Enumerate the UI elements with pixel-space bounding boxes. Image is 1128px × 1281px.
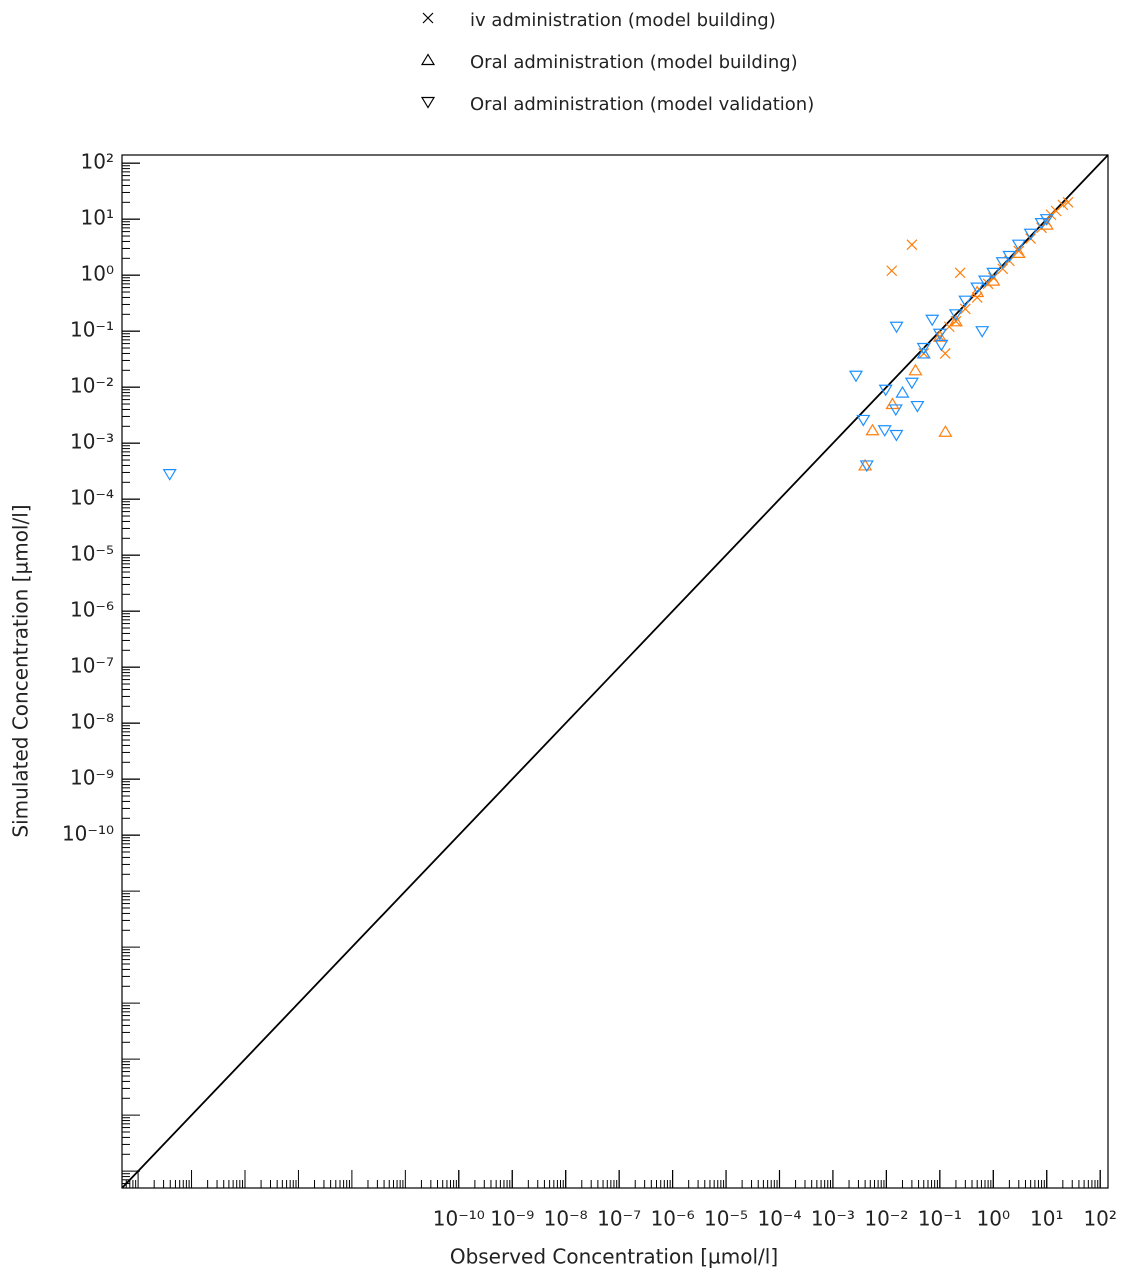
legend-label: Oral administration (model building) — [470, 52, 798, 73]
point — [162, 469, 177, 481]
legend-marker — [422, 12, 434, 24]
x-tick-label: 10⁻³ — [811, 1207, 855, 1231]
point — [925, 314, 940, 327]
point — [950, 315, 962, 327]
point — [948, 309, 963, 321]
point — [934, 339, 949, 352]
point — [865, 423, 880, 436]
y-tick-label: 10⁻⁵ — [70, 542, 114, 566]
point — [1039, 214, 1054, 226]
y-tick-label: 10² — [81, 150, 114, 174]
point — [848, 370, 864, 383]
x-tick-label: 10⁻⁵ — [704, 1207, 748, 1231]
point — [1057, 199, 1069, 211]
point — [970, 285, 985, 298]
point — [1011, 246, 1026, 258]
point — [895, 385, 910, 398]
point — [856, 414, 871, 427]
point — [904, 377, 919, 390]
legend-marker — [420, 53, 436, 66]
y-axis-label: Simulated Concentration [µmol/l] — [9, 504, 33, 837]
point — [1034, 218, 1049, 230]
point — [859, 460, 874, 473]
y-tick-label: 10⁻¹⁰ — [62, 822, 114, 846]
point — [910, 400, 925, 413]
identity-line — [121, 154, 1109, 1189]
point — [971, 292, 983, 303]
x-tick-label: 10⁰ — [977, 1207, 1010, 1231]
point — [877, 425, 892, 437]
point — [916, 342, 931, 355]
x-tick-label: 10⁻¹⁰ — [433, 1207, 485, 1231]
point — [958, 295, 973, 308]
point — [995, 257, 1010, 269]
y-tick-label: 10¹ — [81, 206, 114, 230]
y-tick-label: 10⁻⁸ — [70, 710, 114, 734]
y-tick-label: 10⁰ — [81, 262, 114, 286]
point — [977, 275, 993, 288]
point — [878, 384, 893, 397]
y-tick-label: 10⁻⁴ — [70, 486, 114, 510]
legend-marker — [420, 96, 436, 109]
plot-frame — [121, 154, 1109, 1189]
point — [858, 458, 873, 471]
point — [986, 273, 1001, 286]
point — [916, 346, 931, 359]
point — [948, 314, 963, 327]
y-tick-label: 10⁻⁶ — [70, 598, 114, 622]
x-tick-label: 10¹ — [1030, 1207, 1063, 1231]
x-tick-label: 10⁻⁶ — [651, 1207, 695, 1231]
point — [1002, 250, 1017, 263]
point — [889, 321, 904, 334]
y-tick-label: 10⁻⁷ — [70, 654, 114, 678]
point — [932, 329, 947, 342]
point — [954, 267, 966, 279]
x-axis-label: Observed Concentration [µmol/l] — [450, 1245, 778, 1269]
x-tick-label: 10⁻¹ — [918, 1207, 962, 1231]
y-tick-label: 10⁻² — [70, 374, 114, 398]
point — [986, 267, 1001, 280]
point — [970, 282, 985, 295]
point — [932, 328, 947, 341]
point — [886, 265, 898, 277]
x-tick-label: 10² — [1083, 1207, 1116, 1231]
point — [959, 303, 971, 315]
x-tick-label: 10⁻⁷ — [597, 1207, 641, 1231]
point — [1062, 196, 1074, 208]
point — [975, 326, 990, 338]
point — [1023, 228, 1038, 241]
x-tick-label: 10⁻⁸ — [544, 1207, 588, 1231]
point — [885, 397, 900, 410]
legend-label: iv administration (model building) — [470, 10, 776, 31]
x-tick-label: 10⁻² — [864, 1207, 908, 1231]
y-tick-label: 10⁻³ — [70, 430, 114, 454]
point — [888, 404, 903, 417]
point — [908, 363, 923, 376]
point — [1011, 239, 1026, 252]
point — [938, 425, 953, 437]
y-tick-label: 10⁻⁹ — [70, 766, 114, 790]
x-tick-label: 10⁻⁴ — [757, 1207, 801, 1231]
legend-label: Oral administration (model validation) — [470, 94, 814, 115]
x-tick-label: 10⁻⁹ — [490, 1207, 534, 1231]
point — [889, 429, 904, 442]
y-tick-label: 10⁻¹ — [70, 318, 114, 342]
point — [906, 239, 918, 251]
